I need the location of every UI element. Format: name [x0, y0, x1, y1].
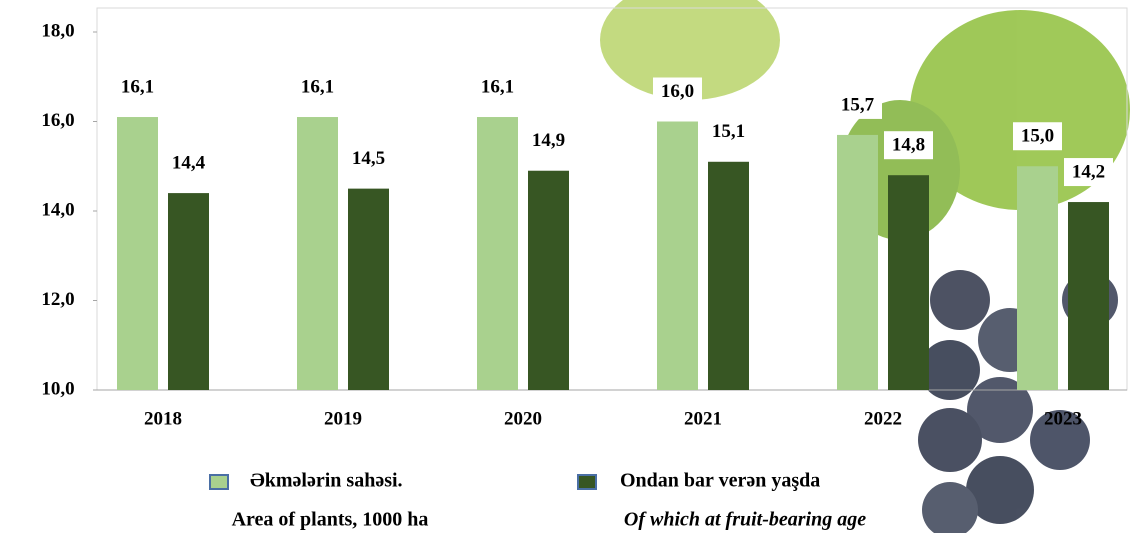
x-tick-label: 2020	[504, 408, 542, 429]
data-label: 15,7	[841, 94, 875, 115]
y-tick-label: 10,0	[41, 378, 74, 399]
bar	[348, 189, 389, 390]
y-tick-label: 12,0	[41, 289, 74, 310]
bar	[1068, 202, 1109, 390]
x-tick-label: 2019	[324, 408, 362, 429]
data-label: 16,1	[481, 76, 514, 97]
bar	[888, 175, 929, 390]
legend-swatch	[210, 475, 228, 489]
grape	[918, 408, 982, 472]
bar	[297, 117, 338, 390]
data-label: 14,2	[1072, 161, 1105, 182]
data-label: 16,0	[661, 81, 694, 102]
bar	[477, 117, 518, 390]
data-label: 16,1	[301, 76, 334, 97]
legend-label-en: Area of plants, 1000 ha	[232, 509, 429, 531]
data-label: 14,8	[892, 135, 925, 156]
x-tick-label: 2023	[1044, 408, 1082, 429]
chart: Əkmələrin sahəsi. Area of plants, 1000 h…	[0, 0, 1130, 533]
data-label: 14,4	[172, 152, 206, 173]
legend-label: Ondan bar verən yaşda	[620, 470, 820, 492]
bar	[837, 135, 878, 390]
bar	[168, 193, 209, 390]
grape	[930, 270, 990, 330]
bar	[657, 122, 698, 391]
y-tick-label: 14,0	[41, 199, 74, 220]
bar	[708, 162, 749, 390]
bar	[117, 117, 158, 390]
bar	[1017, 166, 1058, 390]
legend-swatch	[578, 475, 596, 489]
data-label: 15,1	[712, 121, 745, 142]
data-label: 14,9	[532, 130, 565, 151]
data-label: 14,5	[352, 148, 385, 169]
legend-label-en: Of which at fruit-bearing age	[624, 509, 866, 531]
x-tick-label: 2022	[864, 408, 902, 429]
x-tick-label: 2021	[684, 408, 722, 429]
y-tick-label: 18,0	[41, 20, 74, 41]
data-label: 15,0	[1021, 126, 1054, 147]
y-tick-label: 16,0	[41, 110, 74, 131]
data-label: 16,1	[121, 76, 154, 97]
bar	[528, 171, 569, 390]
legend-label: Əkmələrin sahəsi.	[250, 470, 403, 492]
x-tick-label: 2018	[144, 408, 182, 429]
